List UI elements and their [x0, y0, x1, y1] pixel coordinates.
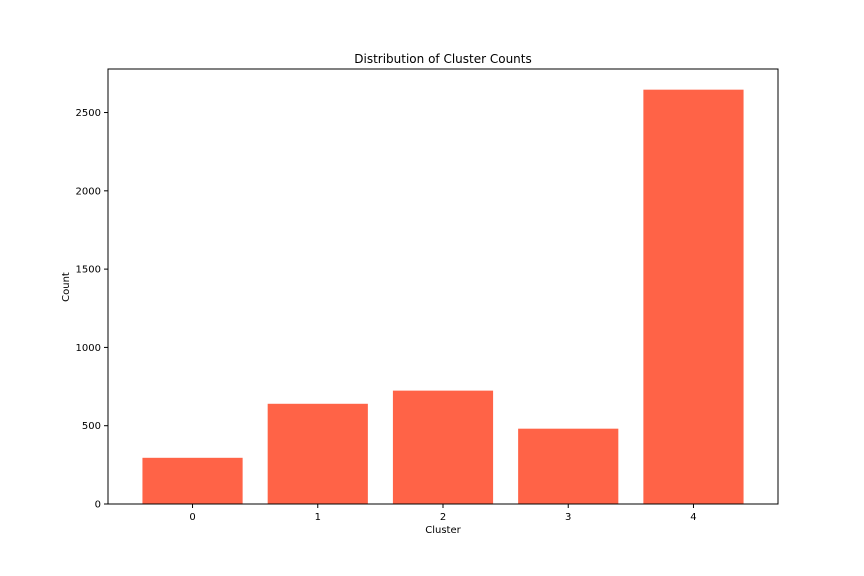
x-axis-ticks: 0 1 2 3 4 [189, 504, 697, 523]
y-axis-label: Count [61, 272, 72, 302]
bar-cluster-3 [518, 428, 619, 504]
x-tick-label: 0 [189, 512, 195, 523]
bars-group [142, 89, 744, 504]
x-tick-label: 3 [565, 512, 571, 523]
x-tick-label: 4 [690, 512, 696, 523]
y-axis-ticks: 0 500 1000 1500 2000 2500 [76, 108, 108, 511]
y-tick-label: 500 [82, 421, 101, 432]
y-tick-label: 2500 [76, 108, 101, 119]
bar-cluster-4 [643, 89, 744, 504]
x-axis-label: Cluster [425, 525, 461, 536]
bar-cluster-1 [267, 403, 368, 504]
y-tick-label: 0 [95, 500, 101, 511]
bar-cluster-2 [392, 390, 494, 504]
x-tick-label: 1 [315, 512, 321, 523]
x-tick-label: 2 [440, 512, 446, 523]
y-tick-label: 2000 [76, 186, 101, 197]
chart-title: Distribution of Cluster Counts [354, 52, 532, 66]
bar-cluster-0 [142, 457, 243, 504]
y-tick-label: 1000 [76, 343, 101, 354]
y-tick-label: 1500 [76, 265, 101, 276]
